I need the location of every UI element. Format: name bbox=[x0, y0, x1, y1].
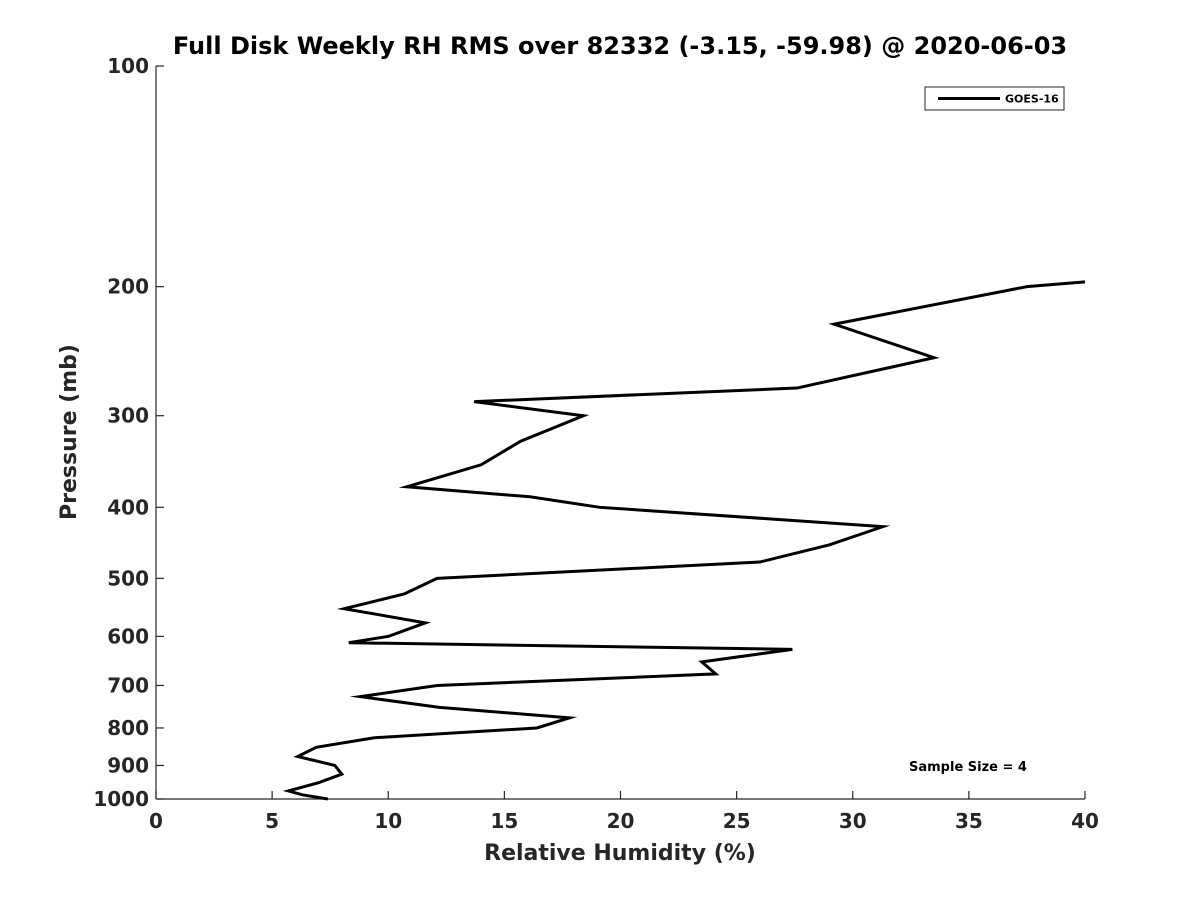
x-tick-label: 15 bbox=[490, 809, 518, 833]
x-tick-label: 25 bbox=[723, 809, 751, 833]
x-tick-label: 30 bbox=[839, 809, 867, 833]
legend: GOES-16 bbox=[924, 86, 1065, 111]
x-axis-label: Relative Humidity (%) bbox=[484, 841, 756, 866]
y-tick-label: 100 bbox=[107, 54, 149, 78]
y-axis-label: Pressure (mb) bbox=[57, 344, 82, 520]
y-tick-label: 800 bbox=[107, 716, 149, 740]
series-layer bbox=[282, 280, 1086, 801]
x-tick-label: 35 bbox=[955, 809, 983, 833]
x-tick-label: 20 bbox=[607, 809, 635, 833]
y-axis-ticks: 100 200 300 400 500 600 700 800 900 1000 bbox=[93, 54, 164, 811]
x-tick-label: 5 bbox=[265, 809, 279, 833]
y-tick-label: 400 bbox=[107, 495, 149, 519]
legend-label-goes-16: GOES-16 bbox=[1005, 93, 1059, 106]
series-line-goes-16 bbox=[282, 280, 1086, 801]
y-tick-label: 300 bbox=[107, 404, 149, 428]
x-tick-label: 0 bbox=[149, 809, 163, 833]
y-tick-label: 500 bbox=[107, 566, 149, 590]
plot-area: 0 5 10 15 20 25 30 35 40 100 200 300 400 500 600 700 80… bbox=[93, 54, 1099, 833]
chart-title: Full Disk Weekly RH RMS over 82332 (-3.1… bbox=[173, 32, 1067, 60]
x-tick-label: 10 bbox=[374, 809, 402, 833]
y-tick-label: 200 bbox=[107, 275, 149, 299]
sample-size-annotation: Sample Size = 4 bbox=[909, 760, 1027, 775]
y-tick-label: 600 bbox=[107, 624, 149, 648]
y-tick-label: 900 bbox=[107, 753, 149, 777]
x-tick-label: 40 bbox=[1071, 809, 1099, 833]
x-axis-ticks: 0 5 10 15 20 25 30 35 40 bbox=[149, 791, 1099, 833]
y-tick-label: 1000 bbox=[93, 787, 149, 811]
y-tick-label: 700 bbox=[107, 673, 149, 697]
